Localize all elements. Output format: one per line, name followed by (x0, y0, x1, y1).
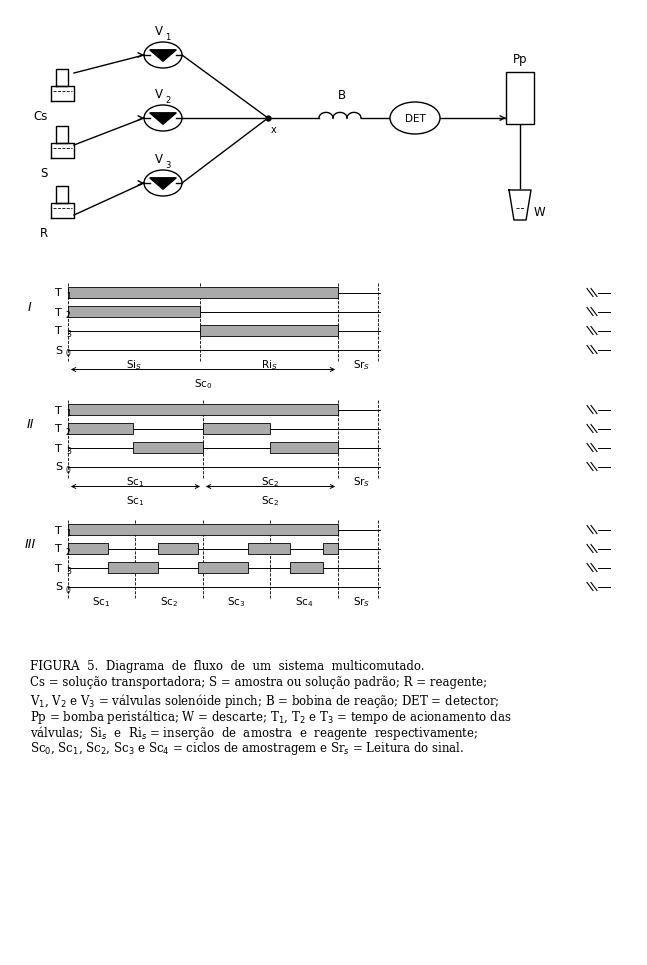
Text: Sc$_2$: Sc$_2$ (261, 476, 279, 489)
Text: Sc$_1$: Sc$_1$ (126, 476, 144, 489)
Text: 2: 2 (66, 548, 71, 557)
Polygon shape (149, 50, 176, 61)
Text: 2: 2 (66, 428, 71, 437)
Text: 3: 3 (66, 567, 71, 576)
Text: 1: 1 (66, 292, 71, 301)
Text: T: T (55, 444, 62, 454)
Text: FIGURA  5.  Diagrama  de  fluxo  de  um  sistema  multicomutado.: FIGURA 5. Diagrama de fluxo de um sistem… (30, 660, 424, 673)
Bar (198, 562, 248, 573)
Text: T: T (55, 425, 62, 434)
Bar (323, 543, 338, 554)
Ellipse shape (144, 42, 182, 68)
Polygon shape (56, 69, 68, 86)
Bar (158, 543, 198, 554)
Text: Si$_S$: Si$_S$ (126, 359, 142, 372)
Bar (270, 442, 338, 453)
Ellipse shape (144, 170, 182, 196)
Text: Sc$_0$, Sc$_1$, Sc$_2$, Sc$_3$ e Sc$_4$ = ciclos de amostragem e Sr$_s$ = Leitur: Sc$_0$, Sc$_1$, Sc$_2$, Sc$_3$ e Sc$_4$ … (30, 740, 464, 757)
Text: T: T (55, 289, 62, 298)
Text: DET: DET (404, 114, 425, 124)
Text: B: B (338, 89, 346, 102)
Text: Pp: Pp (513, 53, 527, 66)
Text: 1: 1 (166, 33, 171, 42)
Bar (203, 423, 270, 434)
Text: 0: 0 (66, 349, 71, 358)
Polygon shape (50, 86, 74, 101)
Text: S: S (55, 345, 62, 355)
Text: S: S (55, 462, 62, 473)
Text: 0: 0 (66, 466, 71, 475)
Text: W: W (534, 207, 545, 219)
Bar (68, 423, 133, 434)
Text: Sr$_S$: Sr$_S$ (353, 595, 371, 609)
Polygon shape (56, 186, 68, 203)
Text: V$_1$, V$_2$ e V$_3$ = válvulas solenóide pinch; B = bobina de reação; DET = det: V$_1$, V$_2$ e V$_3$ = válvulas solenóid… (30, 692, 499, 710)
Polygon shape (149, 113, 176, 124)
Text: T: T (55, 326, 62, 337)
Text: 3: 3 (166, 161, 171, 170)
Text: T: T (55, 405, 62, 416)
Ellipse shape (390, 102, 440, 134)
Text: T: T (55, 308, 62, 317)
Bar (200, 325, 338, 336)
Text: 1: 1 (66, 409, 71, 418)
Text: S: S (55, 583, 62, 593)
Text: 0: 0 (66, 586, 71, 595)
Text: T: T (55, 544, 62, 555)
Bar (68, 287, 338, 298)
Polygon shape (509, 190, 531, 220)
Text: V: V (155, 153, 163, 166)
Text: T: T (55, 526, 62, 536)
Bar (133, 442, 203, 453)
Text: Cs = solução transportadora; S = amostra ou solução padrão; R = reagente;: Cs = solução transportadora; S = amostra… (30, 676, 487, 689)
Bar (68, 306, 200, 317)
Text: Sc$_2$: Sc$_2$ (261, 494, 280, 509)
Bar (68, 524, 338, 535)
Polygon shape (50, 203, 74, 218)
Text: S: S (41, 167, 48, 180)
Polygon shape (56, 126, 68, 143)
Text: Sc$_0$: Sc$_0$ (193, 377, 212, 391)
Bar (68, 404, 338, 415)
Bar (68, 543, 108, 554)
Text: x: x (271, 125, 277, 135)
Bar (506, 72, 534, 124)
Text: Ri$_S$: Ri$_S$ (261, 359, 278, 372)
Text: Sc$_1$: Sc$_1$ (92, 595, 110, 609)
Text: Sr$_S$: Sr$_S$ (353, 476, 371, 489)
Bar (108, 562, 158, 573)
Text: R: R (40, 227, 48, 240)
Bar (248, 543, 290, 554)
Text: V: V (155, 88, 163, 101)
Text: Sc$_3$: Sc$_3$ (226, 595, 245, 609)
Text: Sc$_2$: Sc$_2$ (160, 595, 178, 609)
Text: 1: 1 (66, 529, 71, 538)
Text: 2: 2 (166, 96, 171, 105)
Text: V: V (155, 25, 163, 38)
Ellipse shape (144, 105, 182, 131)
Text: 3: 3 (66, 447, 71, 456)
Text: válvulas;  Si$_s$  e  Ri$_s$ = inserção  de  amostra  e  reagente  respectivamen: válvulas; Si$_s$ e Ri$_s$ = inserção de … (30, 724, 478, 742)
Text: II: II (27, 418, 34, 431)
Text: I: I (28, 301, 32, 315)
Text: 2: 2 (66, 311, 71, 320)
Text: Cs: Cs (34, 110, 48, 123)
Text: Sc$_4$: Sc$_4$ (295, 595, 313, 609)
Text: 3: 3 (66, 330, 71, 339)
Text: III: III (25, 538, 36, 551)
Text: T: T (55, 564, 62, 573)
Polygon shape (50, 143, 74, 158)
Text: Pp = bomba peristáltica; W = descarte; T$_1$, T$_2$ e T$_3$ = tempo de acionamen: Pp = bomba peristáltica; W = descarte; T… (30, 708, 512, 726)
Text: Sr$_S$: Sr$_S$ (353, 359, 371, 372)
Polygon shape (149, 178, 176, 189)
Bar (290, 562, 323, 573)
Text: Sc$_1$: Sc$_1$ (126, 494, 145, 509)
